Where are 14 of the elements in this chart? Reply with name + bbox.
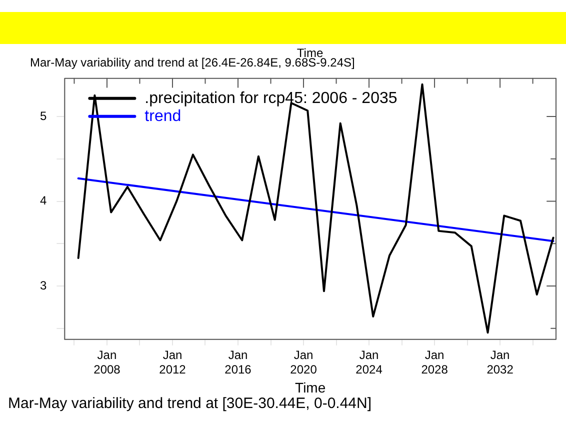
x-tick-label: Jan 2032 bbox=[486, 348, 514, 376]
x-tick-label: Jan 2020 bbox=[290, 348, 318, 376]
legend-label: .precipitation for rcp45: 2006 - 2035 bbox=[144, 90, 398, 107]
x-axis-title: Time bbox=[295, 379, 326, 396]
y-tick-label: 5 bbox=[40, 108, 47, 123]
x-tick-label: Jan 2016 bbox=[224, 348, 252, 376]
x-tick-label: Jan 2028 bbox=[421, 348, 448, 376]
legend-label: trend bbox=[144, 108, 182, 125]
y-tick-label: 3 bbox=[40, 278, 47, 292]
x-tick-label: Jan 2008 bbox=[94, 348, 121, 376]
y-tick-label: 4 bbox=[40, 194, 47, 208]
text: Mar-May variability and trend at [30E-30.44E, 0-0.44N] bbox=[8, 395, 372, 412]
x-tick-label: Jan 2024 bbox=[356, 348, 383, 376]
x-tick-label: Jan 2012 bbox=[159, 348, 186, 376]
